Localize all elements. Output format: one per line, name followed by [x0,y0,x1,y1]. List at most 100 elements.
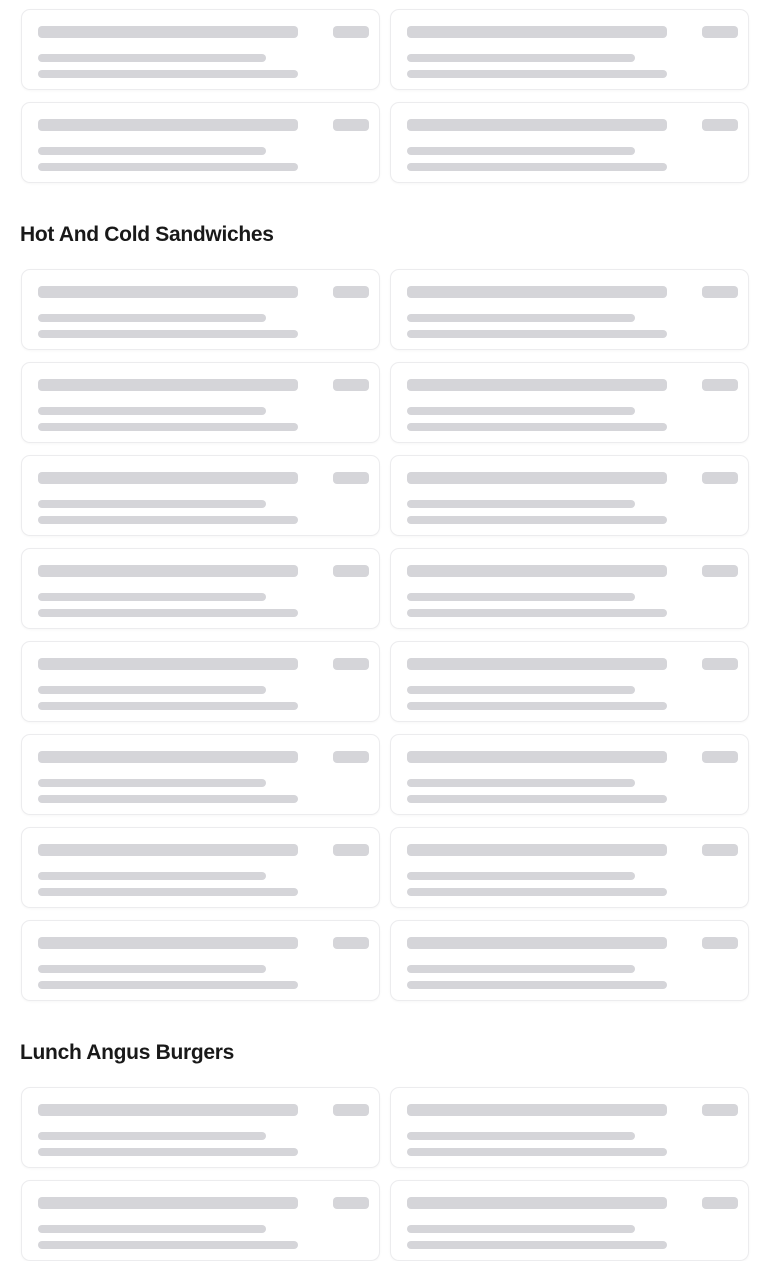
menu-section: Lunch Angus Burgers [20,1039,749,1261]
skeleton-description-line [407,1225,635,1233]
menu-item-skeleton-card[interactable] [21,1087,380,1168]
menu-item-skeleton-card[interactable] [21,9,380,90]
skeleton-item-price [702,844,738,856]
skeleton-description-line [38,779,266,787]
skeleton-item-name [38,379,298,391]
skeleton-description-line [38,888,298,896]
menu-item-grid [21,1087,749,1261]
skeleton-item-name [38,751,298,763]
skeleton-item-price [333,565,369,577]
menu-item-skeleton-card[interactable] [390,9,749,90]
skeleton-description-line [407,1148,667,1156]
skeleton-description-line [38,1225,266,1233]
menu-item-skeleton-card[interactable] [390,641,749,722]
menu-item-skeleton-card[interactable] [390,269,749,350]
skeleton-description-line [407,888,667,896]
menu-item-skeleton-card[interactable] [21,827,380,908]
skeleton-description-line [407,500,635,508]
skeleton-item-price [333,119,369,131]
menu-item-skeleton-card[interactable] [21,362,380,443]
skeleton-description-line [407,872,635,880]
skeleton-description-line [38,981,298,989]
skeleton-item-price [333,379,369,391]
skeleton-description-line [38,314,266,322]
skeleton-item-name [38,119,298,131]
menu-item-skeleton-card[interactable] [390,362,749,443]
menu-section: Hot And Cold Sandwiches [20,221,749,1001]
menu-item-skeleton-card[interactable] [21,920,380,1001]
skeleton-description-line [407,609,667,617]
skeleton-item-price [333,472,369,484]
skeleton-description-line [407,593,635,601]
skeleton-description-line [407,314,635,322]
skeleton-item-name [407,751,667,763]
menu-item-grid [21,269,749,1001]
skeleton-item-price [702,472,738,484]
skeleton-item-name [38,26,298,38]
skeleton-description-line [38,1241,298,1249]
skeleton-item-price [333,1104,369,1116]
skeleton-description-line [407,1241,667,1249]
skeleton-item-price [702,286,738,298]
skeleton-item-price [333,937,369,949]
menu-item-skeleton-card[interactable] [21,641,380,722]
skeleton-description-line [38,702,298,710]
skeleton-item-price [702,751,738,763]
menu-item-skeleton-card[interactable] [21,734,380,815]
section-title: Hot And Cold Sandwiches [20,223,274,246]
skeleton-description-line [38,330,298,338]
skeleton-item-name [38,844,298,856]
skeleton-item-name [407,565,667,577]
menu-item-skeleton-card[interactable] [390,102,749,183]
skeleton-description-line [38,686,266,694]
skeleton-item-name [407,26,667,38]
skeleton-description-line [407,965,635,973]
skeleton-item-name [407,472,667,484]
menu-item-skeleton-card[interactable] [390,548,749,629]
skeleton-description-line [38,1148,298,1156]
skeleton-description-line [407,795,667,803]
skeleton-item-price [333,844,369,856]
menu-item-skeleton-card[interactable] [21,1180,380,1261]
menu-item-skeleton-card[interactable] [390,455,749,536]
skeleton-item-name [38,472,298,484]
skeleton-description-line [407,70,667,78]
skeleton-item-name [38,658,298,670]
menu-item-skeleton-card[interactable] [21,102,380,183]
section-title: Lunch Angus Burgers [20,1041,235,1064]
menu-item-skeleton-card[interactable] [21,269,380,350]
skeleton-item-name [407,286,667,298]
skeleton-item-name [407,937,667,949]
skeleton-item-name [407,658,667,670]
skeleton-description-line [407,702,667,710]
menu-sections: Hot And Cold Sandwiches Lunch Angus Burge… [20,9,749,1261]
skeleton-item-name [407,379,667,391]
menu-item-grid [21,9,749,183]
skeleton-description-line [407,981,667,989]
skeleton-description-line [38,70,298,78]
skeleton-item-name [38,937,298,949]
skeleton-item-price [702,1104,738,1116]
menu-item-skeleton-card[interactable] [390,734,749,815]
skeleton-description-line [38,965,266,973]
skeleton-item-name [38,565,298,577]
skeleton-item-price [702,26,738,38]
skeleton-description-line [407,407,635,415]
skeleton-description-line [38,423,298,431]
menu-item-skeleton-card[interactable] [21,548,380,629]
skeleton-description-line [407,147,635,155]
skeleton-item-name [38,286,298,298]
menu-item-skeleton-card[interactable] [390,1087,749,1168]
skeleton-item-name [407,119,667,131]
skeleton-description-line [38,147,266,155]
skeleton-item-price [702,658,738,670]
skeleton-description-line [407,1132,635,1140]
skeleton-description-line [407,686,635,694]
menu-item-skeleton-card[interactable] [21,455,380,536]
skeleton-item-price [333,658,369,670]
skeleton-item-price [333,751,369,763]
menu-item-skeleton-card[interactable] [390,920,749,1001]
skeleton-item-price [702,937,738,949]
menu-item-skeleton-card[interactable] [390,827,749,908]
menu-item-skeleton-card[interactable] [390,1180,749,1261]
